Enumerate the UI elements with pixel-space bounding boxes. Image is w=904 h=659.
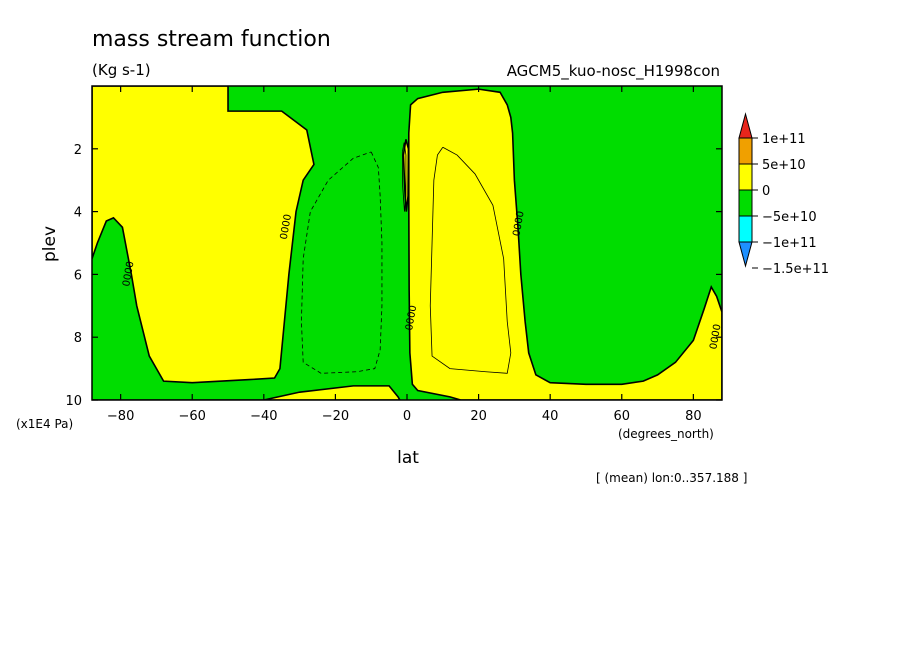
x-axis: −80 −60 −40 −20 0 20 40 60 80: [107, 86, 702, 424]
legend-label: −1e+11: [762, 236, 817, 251]
contour-label: 0000: [511, 210, 526, 237]
chart-units: (Kg s-1): [92, 61, 151, 79]
legend-swatch: [738, 137, 753, 165]
footnote: [ (mean) lon:0..357.188 ]: [596, 471, 747, 485]
legend-swatch: [738, 163, 753, 191]
x-tick-label: 80: [685, 409, 702, 424]
x-tick-label: −20: [322, 409, 349, 424]
x-tick-label: 0: [403, 409, 411, 424]
contour-label: 0000: [708, 323, 723, 350]
legend-swatch: [738, 215, 753, 243]
contour-nh-solid: [429, 146, 512, 374]
region-yellow-sh-cell: [92, 86, 315, 384]
filled-regions: [92, 86, 722, 400]
legend-label: −5e+10: [762, 210, 817, 225]
y-tick-label: 2: [74, 143, 82, 158]
contour-label: 0000: [121, 260, 136, 287]
contour-labels: 0000 0000 0000 0000 0000: [121, 210, 723, 350]
legend-swatch: [738, 189, 753, 217]
x-tick-label: 60: [613, 409, 630, 424]
x-tick-label: 40: [542, 409, 559, 424]
y-tick-label: 10: [65, 394, 82, 409]
y-axis-units: (x1E4 Pa): [16, 417, 73, 431]
y-axis: 2 4 6 8 10: [65, 143, 722, 409]
dataset-name: AGCM5_kuo-nosc_H1998con: [507, 62, 720, 81]
x-tick-label: −80: [107, 409, 134, 424]
contour-near-equator: [401, 142, 407, 212]
x-axis-label: lat: [397, 448, 419, 468]
x-tick-label: −40: [250, 409, 277, 424]
contour-sh-dashed: [301, 151, 383, 374]
contour-lines: [301, 142, 512, 374]
legend-label: 1e+11: [762, 132, 806, 147]
color-legend: 1e+11 5e+10 0 −5e+10 −1e+11 −1.5e+11: [738, 112, 829, 277]
contour-label: 0000: [279, 213, 294, 240]
region-yellow-nh-cell: [407, 88, 722, 400]
y-tick-label: 8: [74, 331, 82, 346]
legend-swatch: [738, 112, 753, 139]
y-tick-label: 6: [74, 268, 82, 283]
x-axis-units: (degrees_north): [618, 427, 714, 441]
y-axis-label: plev: [40, 226, 60, 262]
y-tick-label: 4: [74, 206, 82, 221]
legend-label: 0: [762, 184, 770, 199]
legend-label: 5e+10: [762, 158, 806, 173]
legend-label: −1.5e+11: [762, 262, 829, 277]
x-tick-label: 20: [470, 409, 487, 424]
x-tick-label: −60: [179, 409, 206, 424]
contour-label: 0000: [404, 304, 419, 331]
legend-swatch: [738, 241, 753, 268]
chart-title: mass stream function: [92, 27, 331, 52]
